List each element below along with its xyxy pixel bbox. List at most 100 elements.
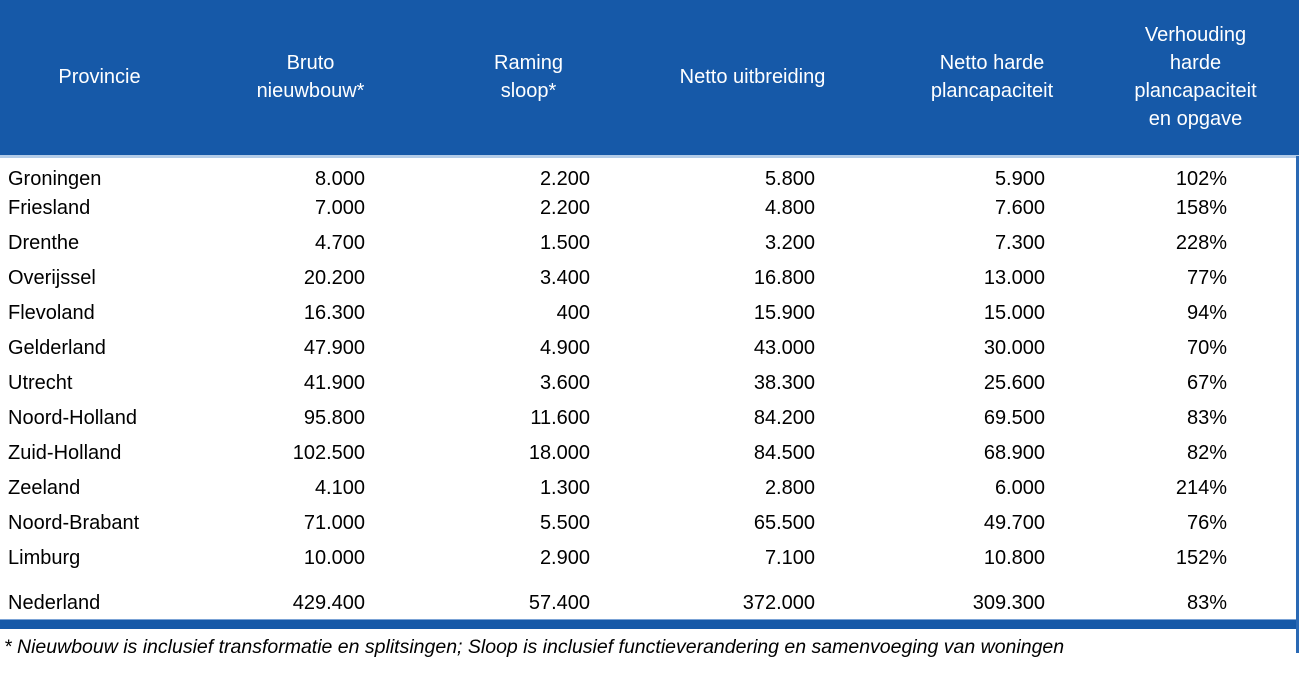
total-bruto-nieuwbouw: 429.400 [292,592,365,614]
verhouding-cell: 83% [1186,407,1227,429]
verhouding-cell: 67% [1186,372,1227,394]
raming-sloop-cell: 4.900 [539,337,590,359]
total-netto-uitbreiding: 372.000 [742,592,815,614]
province-name-cell: Gelderland [8,337,106,359]
raming-sloop-cell: 1.300 [539,477,590,499]
raming-sloop-cell: 2.200 [539,197,590,219]
province-name-cell: Zuid-Holland [8,442,122,464]
bruto-nieuwbouw-cell: 102.500 [292,442,365,464]
raming-sloop-cell: 3.600 [539,372,590,394]
raming-sloop-cell: 2.900 [539,547,590,569]
raming-sloop-cell: 3.400 [539,267,590,289]
verhouding-cell: 158% [1175,197,1227,219]
province-name-cell: Utrecht [8,372,73,394]
netto-uitbreiding-cell: 4.800 [764,197,815,219]
bruto-nieuwbouw-cell: 71.000 [303,512,365,534]
total-row-label: Nederland [8,592,101,614]
raming-sloop-cell: 5.500 [539,512,590,534]
total-row: Nederland 429.400 57.400 372.000 309.300… [0,576,1299,615]
netto-uitbreiding-cell: 7.100 [764,547,815,569]
table-row: Limburg 10.000 2.900 7.100 10.800 152% [0,541,1299,576]
column-header-provincie: Provincie [0,0,165,158]
netto-uitbreiding-cell: 38.300 [753,372,815,394]
table-total-section: Nederland 429.400 57.400 372.000 309.300… [0,576,1299,615]
netto-harde-plancap-cell: 30.000 [983,337,1045,359]
netto-uitbreiding-cell: 15.900 [753,302,815,324]
column-header-verhouding: Verhouding harde plancapaciteit en opgav… [1070,0,1299,158]
verhouding-cell: 76% [1186,512,1227,534]
verhouding-cell: 228% [1175,232,1227,254]
netto-uitbreiding-cell: 2.800 [764,477,815,499]
raming-sloop-cell: 2.200 [539,167,590,190]
netto-uitbreiding-cell: 84.200 [753,407,815,429]
verhouding-cell: 102% [1175,167,1227,190]
table-row: Zuid-Holland 102.500 18.000 84.500 68.90… [0,436,1299,471]
table-body: Groningen 8.000 2.200 5.800 5.900 102% F… [0,156,1299,576]
column-header-bruto-nieuwbouw: Bruto nieuwbouw* [165,0,390,158]
table-footnote: * Nieuwbouw is inclusief transformatie e… [4,636,1065,658]
netto-harde-plancap-cell: 7.600 [994,197,1045,219]
netto-harde-plancap-cell: 7.300 [994,232,1045,254]
bottom-divider-bar [0,619,1299,629]
table-row: Drenthe 4.700 1.500 3.200 7.300 228% [0,226,1299,261]
column-header-netto-uitbreiding: Netto uitbreiding [615,0,840,158]
province-name-cell: Friesland [8,197,91,219]
netto-harde-plancap-cell: 69.500 [983,407,1045,429]
table-header-row: Provincie Bruto nieuwbouw* Raming sloop*… [0,0,1299,158]
province-name-cell: Zeeland [8,477,81,499]
netto-uitbreiding-cell: 43.000 [753,337,815,359]
table-row: Friesland 7.000 2.200 4.800 7.600 158% [0,191,1299,226]
verhouding-cell: 77% [1186,267,1227,289]
verhouding-cell: 70% [1186,337,1227,359]
table-row: Noord-Holland 95.800 11.600 84.200 69.50… [0,401,1299,436]
verhouding-cell: 82% [1186,442,1227,464]
table-row: Gelderland 47.900 4.900 43.000 30.000 70… [0,331,1299,366]
province-name-cell: Noord-Holland [8,407,137,429]
netto-uitbreiding-cell: 65.500 [753,512,815,534]
netto-harde-plancap-cell: 6.000 [994,477,1045,499]
bruto-nieuwbouw-cell: 8.000 [314,167,365,190]
bruto-nieuwbouw-cell: 47.900 [303,337,365,359]
bruto-nieuwbouw-cell: 4.100 [314,477,365,499]
raming-sloop-cell: 11.600 [530,407,590,429]
column-header-netto-harde-plancap: Netto harde plancapaciteit [840,0,1070,158]
table-row: Flevoland 16.300 400 15.900 15.000 94% [0,296,1299,331]
table-row: Zeeland 4.100 1.300 2.800 6.000 214% [0,471,1299,506]
province-name-cell: Noord-Brabant [8,512,140,534]
total-netto-harde-plancap: 309.300 [972,592,1045,614]
netto-harde-plancap-cell: 13.000 [983,267,1045,289]
bruto-nieuwbouw-cell: 95.800 [303,407,365,429]
province-name-cell: Overijssel [8,267,96,289]
province-name-cell: Drenthe [8,232,80,254]
column-header-raming-sloop: Raming sloop* [390,0,615,158]
bruto-nieuwbouw-cell: 41.900 [303,372,365,394]
raming-sloop-cell: 400 [556,302,590,324]
raming-sloop-cell: 1.500 [539,232,590,254]
netto-harde-plancap-cell: 25.600 [983,372,1045,394]
netto-harde-plancap-cell: 10.800 [983,547,1045,569]
netto-harde-plancap-cell: 49.700 [983,512,1045,534]
bruto-nieuwbouw-cell: 7.000 [314,197,365,219]
total-raming-sloop: 57.400 [528,592,590,614]
province-name-cell: Groningen [8,167,102,190]
netto-uitbreiding-cell: 84.500 [753,442,815,464]
bruto-nieuwbouw-cell: 16.300 [303,302,365,324]
raming-sloop-cell: 18.000 [528,442,590,464]
total-verhouding: 83% [1186,592,1227,614]
right-edge-border [1296,156,1299,653]
verhouding-cell: 152% [1175,547,1227,569]
table-row: Groningen 8.000 2.200 5.800 5.900 102% [0,156,1299,191]
province-name-cell: Flevoland [8,302,95,324]
netto-harde-plancap-cell: 68.900 [983,442,1045,464]
bruto-nieuwbouw-cell: 10.000 [303,547,365,569]
province-name-cell: Limburg [8,547,81,569]
bruto-nieuwbouw-cell: 4.700 [314,232,365,254]
netto-uitbreiding-cell: 5.800 [764,167,815,190]
table-row: Overijssel 20.200 3.400 16.800 13.000 77… [0,261,1299,296]
table-row: Utrecht 41.900 3.600 38.300 25.600 67% [0,366,1299,401]
bruto-nieuwbouw-cell: 20.200 [303,267,365,289]
table-row: Noord-Brabant 71.000 5.500 65.500 49.700… [0,506,1299,541]
verhouding-cell: 214% [1175,477,1227,499]
netto-uitbreiding-cell: 3.200 [764,232,815,254]
